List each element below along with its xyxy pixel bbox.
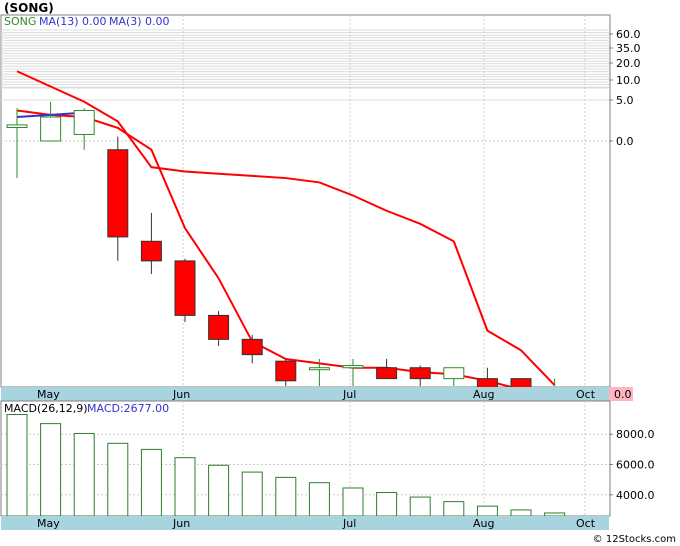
- month-label: May: [37, 388, 60, 401]
- candle-body: [73, 109, 95, 135]
- macd-bar: [241, 471, 263, 517]
- price-axis: 60.035.0 20.0 10.0 5.0 0.0: [609, 28, 641, 148]
- y-tick-label: 60.0: [616, 28, 641, 41]
- candle-body: [308, 367, 330, 371]
- y-tick-label: 5.0: [616, 94, 634, 107]
- date-axis-labels-macd: May Jun Jul Aug Oct: [37, 517, 596, 530]
- candle: [40, 101, 62, 142]
- chart-title: (SONG): [4, 1, 54, 15]
- candle: [6, 108, 28, 179]
- candle-body: [6, 124, 28, 128]
- macd-value: MACD:2677.00: [87, 402, 169, 415]
- y-tick-label: 0.0: [616, 135, 634, 148]
- y-tick-label: 35.0: [616, 42, 641, 55]
- legend-ma3-label: MA(3): [109, 15, 142, 28]
- macd-bar: [6, 414, 28, 517]
- candle: [140, 212, 162, 274]
- macd-bar: [342, 487, 364, 517]
- candle-body: [443, 367, 465, 380]
- month-label: Jul: [342, 517, 356, 530]
- date-axis-main: [1, 387, 609, 401]
- macd-bar: [409, 496, 431, 517]
- candle-body: [174, 260, 196, 316]
- macd-bars: [6, 414, 566, 517]
- macd-plot-area: [0, 400, 611, 517]
- macd-bar: [40, 423, 62, 517]
- month-label: Jun: [172, 388, 190, 401]
- candle-body: [241, 338, 263, 356]
- legend-symbol: SONG: [4, 15, 36, 28]
- candle: [241, 335, 263, 364]
- y-tick-label: 20.0: [616, 57, 641, 70]
- month-label: Aug: [473, 388, 494, 401]
- price-grid: [1, 15, 609, 387]
- legend-ma13-label: MA(13): [39, 15, 79, 28]
- month-label: Jul: [342, 388, 356, 401]
- macd-bar: [140, 448, 162, 517]
- candle: [73, 108, 95, 150]
- month-label: Oct: [576, 517, 596, 530]
- date-axis-macd: [1, 516, 609, 530]
- macd-bar: [443, 501, 465, 517]
- macd-bar: [174, 457, 196, 517]
- legend-ma3-value: 0.00: [145, 15, 170, 28]
- candle-body: [140, 240, 162, 262]
- price-panel: 60.035.020.010.05.00.0 SONG MA(13) 0.00 …: [0, 14, 641, 401]
- copyright-text: © 12Stocks.com: [593, 534, 676, 545]
- candle-body: [376, 367, 398, 380]
- candle: [376, 359, 398, 380]
- candle: [208, 311, 230, 346]
- price-tag-value: 0.0: [614, 388, 632, 401]
- macd-axis: 8000.0 6000.0 4000.0: [609, 428, 655, 502]
- macd-bar: [476, 505, 498, 517]
- y-tick-label: 8000.0: [616, 428, 655, 441]
- candle-body: [208, 314, 230, 340]
- macd-bar: [107, 442, 129, 517]
- macd-bar: [73, 432, 95, 517]
- candle-body: [40, 116, 62, 142]
- macd-bar: [510, 509, 532, 517]
- candle: [409, 365, 431, 386]
- candle: [308, 359, 330, 386]
- macd-panel: 8000.0 6000.0 4000.0 MACD(26,12,9) MACD:26…: [0, 400, 655, 517]
- moving-average-line: [16, 70, 556, 386]
- macd-bar: [376, 492, 398, 517]
- month-label: Oct: [576, 388, 596, 401]
- month-label: Jun: [172, 517, 190, 530]
- candle: [107, 136, 129, 261]
- macd-bar: [308, 482, 330, 517]
- macd-bar: [544, 512, 566, 517]
- macd-label: MACD(26,12,9): [4, 402, 88, 415]
- y-tick-label: 10.0: [616, 74, 641, 87]
- y-tick-label: 4000.0: [616, 489, 655, 502]
- legend-ma13-value: 0.00: [82, 15, 107, 28]
- candle: [275, 359, 297, 386]
- macd-bar: [208, 464, 230, 517]
- month-label: Aug: [473, 517, 494, 530]
- candle-body: [275, 360, 297, 382]
- candle: [174, 258, 196, 322]
- candle-body: [342, 365, 364, 369]
- candle: [342, 359, 364, 386]
- candlesticks: [6, 101, 566, 393]
- candle: [443, 367, 465, 386]
- candle-body: [107, 149, 129, 238]
- price-plot-area: [0, 14, 611, 388]
- macd-bar: [275, 476, 297, 517]
- candle-body: [409, 367, 431, 380]
- price-tag: [609, 387, 633, 401]
- month-label: May: [37, 517, 60, 530]
- y-tick-label: 6000.0: [616, 459, 655, 472]
- date-axis-labels-main: May Jun Jul Aug Oct: [37, 388, 596, 401]
